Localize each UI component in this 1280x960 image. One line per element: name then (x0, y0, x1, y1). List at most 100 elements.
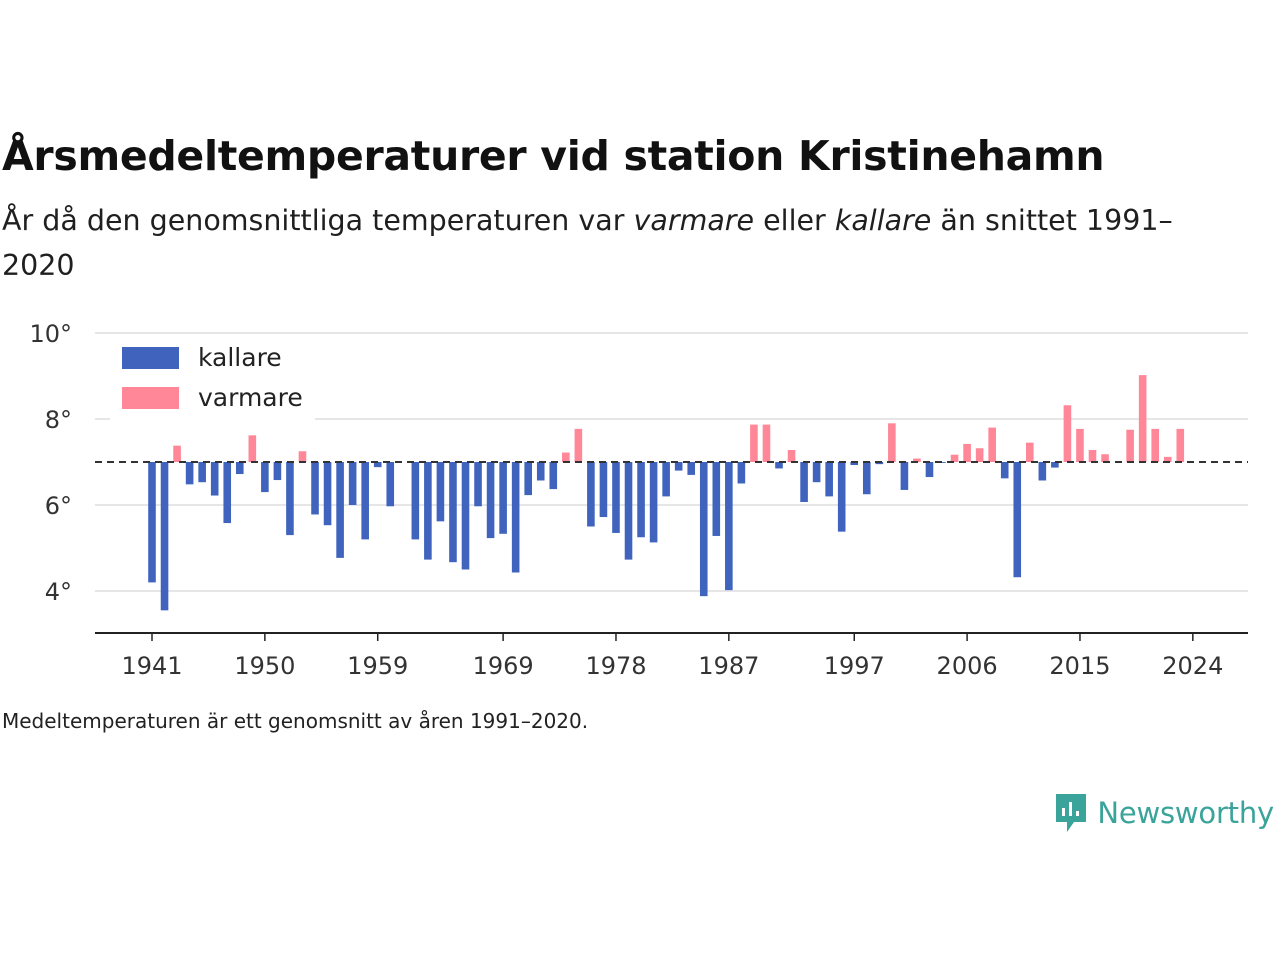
y-tick-label: 4° (45, 578, 72, 606)
bar (963, 443, 971, 462)
bar (1076, 428, 1084, 462)
bar (235, 462, 244, 475)
bar (975, 448, 984, 462)
bar (486, 462, 495, 539)
bar (1000, 462, 1009, 479)
y-tick-label: 6° (45, 492, 72, 520)
bar (1151, 428, 1159, 462)
bar (499, 462, 507, 534)
legend-swatch (122, 347, 179, 369)
bar (674, 462, 683, 471)
bar (1176, 428, 1185, 462)
bar (511, 462, 520, 573)
bar (562, 452, 570, 462)
bar (148, 462, 156, 583)
bar (323, 462, 332, 526)
bar (1163, 456, 1172, 462)
bar (336, 462, 344, 558)
bar (298, 451, 307, 462)
bar (637, 462, 645, 538)
bar (662, 462, 670, 497)
x-tick-label: 2006 (937, 652, 998, 680)
bar (737, 462, 746, 484)
brand-logo: Newsworthy (1053, 790, 1274, 836)
bar (1013, 462, 1022, 578)
bar (536, 462, 545, 481)
bar (587, 462, 595, 527)
legend-label: varmare (198, 383, 303, 412)
bar (311, 462, 319, 515)
subtitle-text-end: än snittet 1991–2020 (2, 204, 1173, 282)
bar (1101, 454, 1109, 462)
footnote: Medeltemperaturen är ett genomsnitt av å… (2, 709, 589, 733)
bar (461, 462, 470, 570)
axes: 4° 6° 8° 10° 1941 1950 1959 1969 1978 1987 1997 200… (29, 320, 1248, 680)
gridlines (95, 332, 1248, 592)
bar (775, 462, 783, 469)
x-tick-label: 1950 (234, 652, 295, 680)
bar (286, 462, 294, 536)
subtitle-text-start: År då den genomsnittliga temperaturen va… (2, 204, 634, 237)
newsworthy-logo-icon (1056, 794, 1087, 832)
bar (762, 424, 771, 462)
x-tick-label: 2024 (1162, 652, 1223, 680)
bar (800, 462, 808, 502)
bar (474, 462, 482, 507)
bars (148, 375, 1185, 611)
bar (524, 462, 532, 496)
bar (386, 462, 395, 507)
temperature-bar-chart: 4° 6° 8° 10° 1941 1950 1959 1969 1978 1987 1997 200… (29, 320, 1248, 680)
bar (875, 462, 884, 465)
bar (373, 462, 382, 468)
legend-label: kallare (198, 343, 282, 372)
legend: kallare varmare (110, 338, 315, 422)
bar (361, 462, 369, 540)
bar (900, 462, 909, 490)
bar (888, 423, 896, 462)
bar (210, 462, 219, 496)
bar (411, 462, 420, 540)
legend-swatch (122, 387, 179, 409)
bar (787, 449, 796, 462)
bar (699, 462, 708, 597)
bar (574, 428, 583, 462)
bar (913, 458, 921, 462)
bar (248, 435, 257, 462)
bar (1063, 405, 1072, 462)
bar (424, 462, 432, 560)
bar (449, 462, 457, 563)
bar (624, 462, 633, 560)
bar (649, 462, 658, 543)
x-tick-label: 1978 (585, 652, 646, 680)
bar (1126, 429, 1134, 462)
bar (712, 462, 721, 536)
bar (612, 462, 620, 533)
bar (825, 462, 833, 497)
x-tick-label: 1959 (347, 652, 408, 680)
bar (750, 424, 758, 462)
bar (1026, 442, 1034, 462)
bar (988, 427, 996, 462)
x-tick-label: 1941 (121, 652, 182, 680)
x-tick-label: 1969 (473, 652, 534, 680)
chart-subtitle: År då den genomsnittliga temperaturen va… (2, 198, 1202, 288)
bar (198, 462, 206, 483)
bar (687, 462, 696, 475)
bar (725, 462, 733, 591)
bar (850, 462, 859, 466)
bar (185, 462, 194, 485)
bar (1051, 462, 1059, 468)
bar (599, 462, 608, 518)
bar (950, 454, 959, 462)
y-tick-label: 8° (45, 406, 72, 434)
y-tick-label: 10° (29, 320, 72, 348)
bar (261, 462, 269, 493)
x-tick-label: 1987 (698, 652, 759, 680)
bar (436, 462, 445, 522)
chart-title: Årsmedeltemperaturer vid station Kristin… (2, 132, 1105, 180)
brand-name: Newsworthy (1097, 796, 1274, 830)
bar (812, 462, 821, 483)
bar (1088, 449, 1097, 462)
subtitle-text-middle: eller (754, 204, 835, 237)
bar (173, 445, 181, 462)
